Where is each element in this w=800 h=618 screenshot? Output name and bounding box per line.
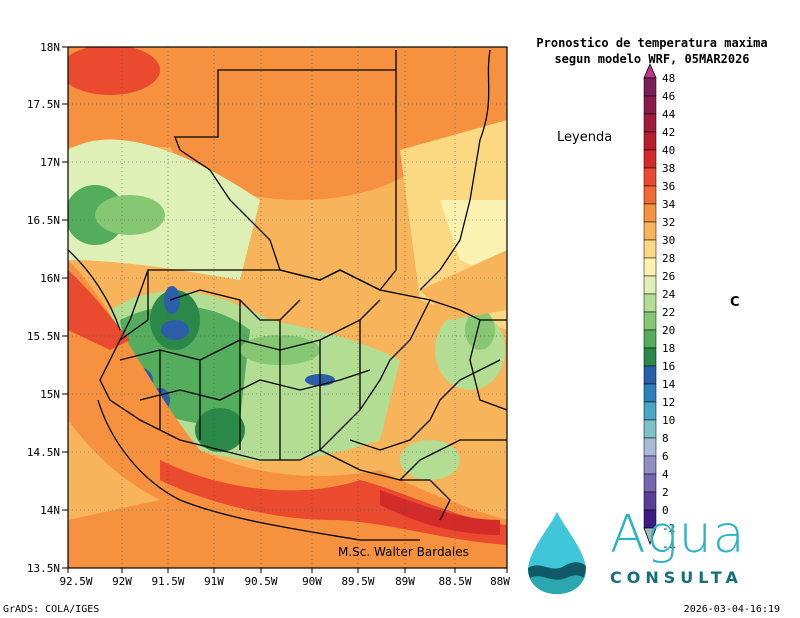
colorbar-label: 32 bbox=[662, 216, 675, 229]
colorbar-swatch bbox=[643, 203, 657, 223]
lat-tick-marks bbox=[62, 46, 68, 569]
colorbar-label: 24 bbox=[662, 288, 676, 301]
grid-lines bbox=[68, 47, 507, 568]
lon-tick-label: 91W bbox=[204, 575, 224, 588]
colorbar-swatch bbox=[643, 95, 657, 115]
lat-tick-label: 14.5N bbox=[27, 446, 60, 459]
lat-tick-label: 16N bbox=[40, 272, 60, 285]
colorbar-label: 20 bbox=[662, 324, 675, 337]
colorbar-swatches bbox=[643, 77, 657, 529]
lon-tick-label: 88W bbox=[490, 575, 510, 588]
lon-tick-label: 90.5W bbox=[244, 575, 277, 588]
title-line-2: segun modelo WRF, 05MAR2026 bbox=[554, 52, 750, 66]
lon-tick-label: 88.5W bbox=[438, 575, 471, 588]
colorbar-swatch bbox=[643, 131, 657, 151]
colorbar-label: 14 bbox=[662, 378, 676, 391]
colorbar-swatch bbox=[643, 383, 657, 403]
lat-tick-label: 17.5N bbox=[27, 98, 60, 111]
lat-tick-label: 14N bbox=[40, 504, 60, 517]
colorbar-swatch bbox=[643, 149, 657, 169]
water-drop-icon bbox=[528, 512, 586, 594]
lon-tick-label: 89.5W bbox=[341, 575, 374, 588]
colorbar-label: 18 bbox=[662, 342, 675, 355]
colorbar-label: 46 bbox=[662, 90, 675, 103]
colorbar-labels: 4846444240383634323028262422201816141210… bbox=[662, 72, 676, 553]
colorbar-swatch bbox=[643, 473, 657, 493]
unit-label: C bbox=[730, 295, 740, 310]
colorbar-swatch bbox=[643, 239, 657, 259]
footer-right: 2026-03-04-16:19 bbox=[683, 604, 780, 615]
lat-tick-labels: 18N 17.5N 17N 16.5N 16N 15.5N 15N 14.5N … bbox=[27, 41, 60, 575]
colorbar-label: 34 bbox=[662, 198, 676, 211]
colorbar-label: 30 bbox=[662, 234, 675, 247]
colorbar-label: 16 bbox=[662, 360, 675, 373]
colorbar-swatch bbox=[643, 293, 657, 313]
colorbar-label: 4 bbox=[662, 468, 669, 481]
lat-tick-label: 17N bbox=[40, 156, 60, 169]
colorbar-label: 8 bbox=[662, 432, 669, 445]
lat-tick-label: 18N bbox=[40, 41, 60, 54]
colorbar-label: 48 bbox=[662, 72, 675, 85]
colorbar-label: 42 bbox=[662, 126, 675, 139]
lon-tick-label: 89W bbox=[395, 575, 415, 588]
colorbar-swatch bbox=[643, 401, 657, 421]
lon-tick-label: 90W bbox=[302, 575, 322, 588]
colorbar-swatch bbox=[643, 113, 657, 133]
country-borders bbox=[68, 49, 507, 541]
lat-tick-label: 15N bbox=[40, 388, 60, 401]
colorbar-label: 36 bbox=[662, 180, 675, 193]
lat-tick-label: 16.5N bbox=[27, 214, 60, 227]
colorbar-label: 38 bbox=[662, 162, 675, 175]
colorbar-label: 44 bbox=[662, 108, 676, 121]
colorbar-label: 6 bbox=[662, 450, 669, 463]
colorbar-label: 28 bbox=[662, 252, 675, 265]
color-bar: 4846444240383634323028262422201816141210… bbox=[643, 62, 676, 553]
lon-tick-label: 92.5W bbox=[59, 575, 92, 588]
lon-tick-label: 91.5W bbox=[151, 575, 184, 588]
logo-wordmark: Agua bbox=[610, 505, 746, 565]
colorbar-label: -2 bbox=[662, 522, 675, 535]
colorbar-label: -4 bbox=[662, 540, 676, 553]
lat-tick-label: 13.5N bbox=[27, 562, 60, 575]
colorbar-label: 12 bbox=[662, 396, 675, 409]
lon-tick-label: 92W bbox=[112, 575, 132, 588]
colorbar-swatch bbox=[643, 311, 657, 331]
colorbar-swatch bbox=[643, 77, 657, 97]
plot-frame bbox=[67, 46, 508, 569]
colorbar-label: 10 bbox=[662, 414, 675, 427]
author-credit: M.Sc. Walter Bardales bbox=[338, 545, 469, 559]
colorbar-swatch bbox=[643, 419, 657, 439]
colorbar-swatch bbox=[643, 347, 657, 367]
legend-title: Leyenda bbox=[557, 130, 613, 145]
colorbar-label: 0 bbox=[662, 504, 669, 517]
title-line-1: Pronostico de temperatura maxima bbox=[536, 36, 768, 50]
lat-tick-label: 15.5N bbox=[27, 330, 60, 343]
colorbar-bottom-arrow bbox=[643, 527, 657, 546]
colorbar-swatch bbox=[643, 167, 657, 187]
colorbar-swatch bbox=[643, 185, 657, 205]
colorbar-label: 40 bbox=[662, 144, 675, 157]
lon-tick-labels: 92.5W 92W 91.5W 91W 90.5W 90W 89.5W 89W … bbox=[59, 575, 510, 588]
colorbar-swatch bbox=[643, 329, 657, 349]
colorbar-label: 26 bbox=[662, 270, 675, 283]
logo-subtitle: CONSULTA bbox=[610, 568, 743, 587]
colorbar-swatch bbox=[643, 221, 657, 241]
colorbar-label: 2 bbox=[662, 486, 669, 499]
temperature-field bbox=[68, 47, 507, 568]
lon-tick-marks bbox=[67, 568, 508, 573]
colorbar-swatch bbox=[643, 455, 657, 475]
footer-left: GrADS: COLA/IGES bbox=[3, 604, 100, 615]
colorbar-swatch bbox=[643, 257, 657, 277]
colorbar-swatch bbox=[643, 365, 657, 385]
colorbar-label: 22 bbox=[662, 306, 675, 319]
colorbar-swatch bbox=[643, 437, 657, 457]
colorbar-swatch bbox=[643, 275, 657, 295]
